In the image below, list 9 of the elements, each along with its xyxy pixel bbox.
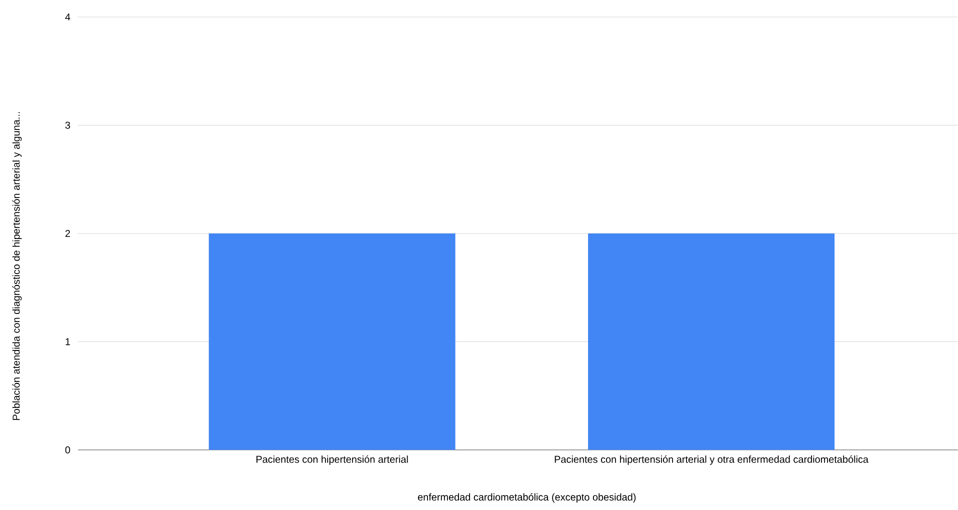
y-tick-label: 4 [65,14,70,20]
y-axis-title: Población atendida con diagnóstico de hipertensión arterial y alguna... [12,112,22,420]
y-tick-label: 2 [65,230,70,237]
x-tick-label: Pacientes con hipertensión arterial y otra enfermedad cardiometabólica [554,455,868,465]
y-tick-label: 3 [65,122,70,129]
y-tick-label: 0 [65,446,70,454]
x-axis-title: enfermedad cardiometabólica (excepto obesidad) [418,493,636,503]
y-tick-label: 1 [66,338,70,346]
x-tick-label: Pacientes con hipertensión arterial [256,455,408,465]
